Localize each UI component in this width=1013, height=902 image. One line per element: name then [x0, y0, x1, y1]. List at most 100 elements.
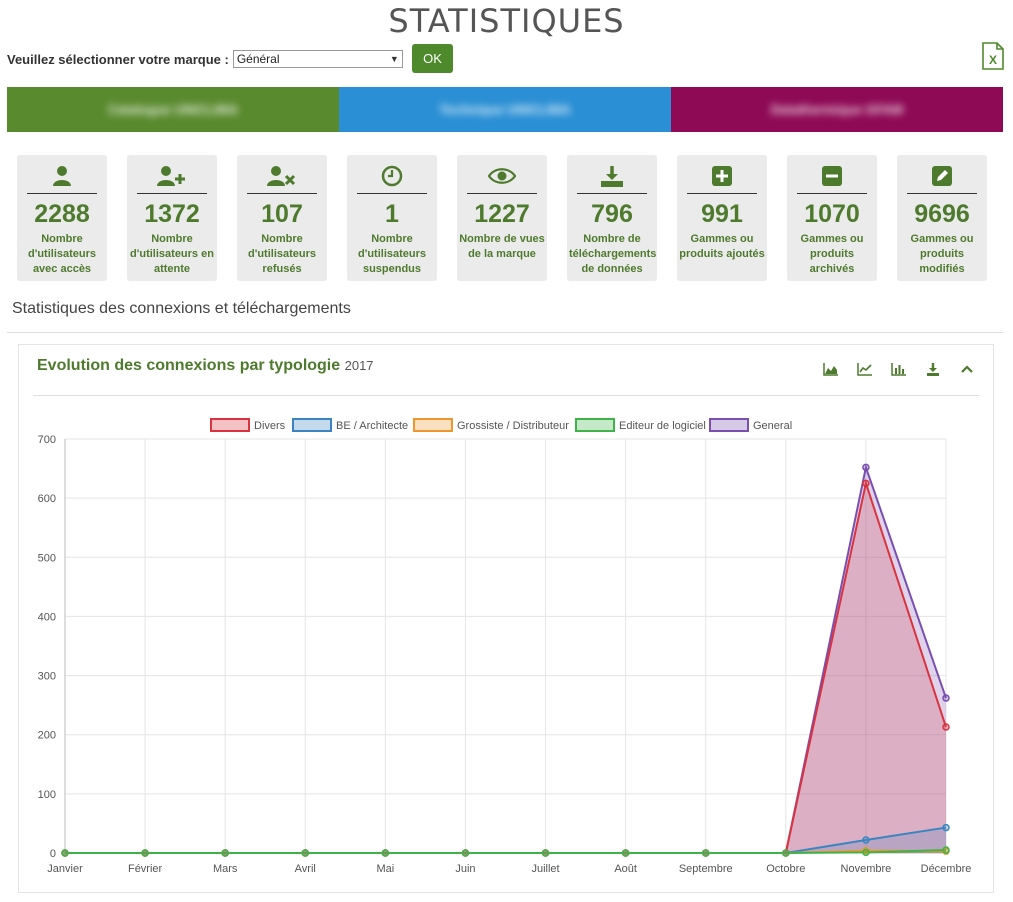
- y-tick-label: 600: [38, 493, 56, 505]
- brand-select[interactable]: Général ▼: [232, 50, 403, 68]
- stat-divider: [577, 193, 647, 194]
- legend-swatch: [292, 418, 332, 432]
- data-point: [621, 849, 630, 857]
- stat-caption: Gammes ou produits archivés: [800, 233, 864, 275]
- x-tick-label: Février: [128, 863, 163, 875]
- legend-label: Editeur de logiciel: [619, 420, 706, 432]
- clock-icon: [347, 163, 437, 189]
- stat-value: 796: [591, 200, 633, 228]
- y-tick-label: 700: [38, 434, 56, 446]
- stat-divider: [687, 193, 757, 194]
- excel-export-icon[interactable]: X: [981, 42, 1005, 70]
- y-tick-label: 300: [38, 671, 56, 683]
- data-point: [942, 846, 950, 854]
- stat-value: 1070: [804, 200, 860, 228]
- section-divider: [7, 332, 1003, 333]
- stat-value: 1: [385, 200, 399, 228]
- data-point: [301, 849, 310, 857]
- stat-card: 107 Nombre d'utilisateurs refusés: [237, 155, 327, 281]
- panel-tools: [823, 361, 975, 377]
- stat-value: 1372: [144, 200, 200, 228]
- x-tick-label: Décembre: [921, 863, 972, 875]
- section-title: Statistiques des connexions et télécharg…: [12, 300, 351, 317]
- stat-value: 991: [701, 200, 743, 228]
- panel-divider: [33, 395, 979, 396]
- chart-panel: Evolution des connexions par typologie 2…: [18, 344, 994, 893]
- stat-value: 9696: [914, 200, 970, 228]
- user-times-icon: [237, 163, 327, 189]
- user-plus-icon: [127, 163, 217, 189]
- data-point: [61, 849, 69, 857]
- x-tick-label: Août: [614, 863, 637, 875]
- stat-caption: Gammes ou produits ajoutés: [679, 233, 765, 260]
- stat-caption: Nombre d'utilisateurs suspendus: [357, 233, 427, 275]
- data-point: [862, 479, 870, 488]
- brand-selector-label: Veuillez sélectionner votre marque :: [7, 51, 229, 67]
- data-point: [942, 694, 950, 702]
- bar-chart-icon[interactable]: [891, 361, 907, 377]
- ok-button[interactable]: OK: [412, 44, 453, 73]
- brand-tab-catalogue[interactable]: Catalogue UNICLIMA: [7, 87, 339, 132]
- y-tick-label: 100: [38, 789, 56, 801]
- y-tick-label: 0: [50, 848, 56, 860]
- x-tick-label: Octobre: [766, 863, 805, 875]
- legend-swatch: [413, 418, 453, 432]
- stat-card: 1070 Gammes ou produits archivés: [787, 155, 877, 281]
- stat-caption: Nombre d'utilisateurs refusés: [247, 233, 317, 275]
- legend-swatch: [210, 418, 250, 432]
- stat-card: 1 Nombre d'utilisateurs suspendus: [347, 155, 437, 281]
- line-chart-icon[interactable]: [857, 361, 873, 377]
- data-point: [942, 823, 950, 832]
- panel-year: 2017: [344, 358, 374, 373]
- data-point: [782, 849, 790, 857]
- x-tick-label: Septembre: [679, 863, 733, 875]
- series-area: [65, 467, 946, 853]
- brand-select-value: Général: [236, 52, 280, 66]
- data-point: [541, 849, 550, 857]
- stat-divider: [27, 193, 97, 194]
- brand-selector-row: Veuillez sélectionner votre marque : Gén…: [7, 46, 403, 72]
- legend-label: General: [753, 420, 792, 432]
- x-tick-label: Juillet: [531, 863, 559, 875]
- legend-label: BE / Architecte: [336, 420, 408, 432]
- chevron-down-icon: ▼: [389, 54, 399, 64]
- stat-value: 1227: [474, 200, 530, 228]
- panel-title-text: Evolution des connexions par typologie: [37, 357, 341, 374]
- x-tick-label: Janvier: [47, 863, 83, 875]
- plus-square-icon: [677, 163, 767, 189]
- stat-card: 2288 Nombre d'utilisateurs avec accès: [17, 155, 107, 281]
- legend-label: Divers: [254, 420, 286, 432]
- legend-swatch: [575, 418, 615, 432]
- stat-divider: [247, 193, 317, 194]
- stat-caption: Nombre d'utilisateurs en attente: [130, 233, 214, 275]
- brand-tab-label: Technique UNICLIMA: [439, 102, 571, 117]
- stat-card: 796 Nombre de téléchargements de données: [567, 155, 657, 281]
- brand-tab-technique[interactable]: Technique UNICLIMA: [339, 87, 671, 132]
- edit-square-icon: [897, 163, 987, 189]
- data-point: [942, 723, 950, 731]
- y-tick-label: 200: [38, 730, 56, 742]
- stat-card: 9696 Gammes ou produits modifiés: [897, 155, 987, 281]
- x-tick-label: Mai: [376, 863, 394, 875]
- stat-divider: [137, 193, 207, 194]
- x-tick-label: Avril: [295, 863, 316, 875]
- minus-square-icon: [787, 163, 877, 189]
- stat-value: 2288: [34, 200, 90, 228]
- eye-icon: [457, 163, 547, 189]
- download-icon[interactable]: [925, 361, 941, 377]
- stat-card: 991 Gammes ou produits ajoutés: [677, 155, 767, 281]
- brand-tabs: Catalogue UNICLIMA Technique UNICLIMA Da…: [7, 87, 1003, 132]
- brand-tab-label: Catalogue UNICLIMA: [108, 102, 238, 117]
- stat-divider: [467, 193, 537, 194]
- stat-divider: [797, 193, 867, 194]
- stat-card: 1372 Nombre d'utilisateurs en attente: [127, 155, 217, 281]
- brand-tab-datathermique[interactable]: Datathermique GFAM: [671, 87, 1003, 132]
- area-chart-icon[interactable]: [823, 361, 839, 377]
- stat-caption: Nombre de vues de la marque: [459, 233, 545, 260]
- chevron-up-icon[interactable]: [959, 361, 975, 377]
- download-icon: [567, 163, 657, 189]
- stat-caption: Nombre d'utilisateurs avec accès: [27, 233, 97, 275]
- x-tick-label: Mars: [213, 863, 238, 875]
- panel-title: Evolution des connexions par typologie 2…: [37, 357, 374, 375]
